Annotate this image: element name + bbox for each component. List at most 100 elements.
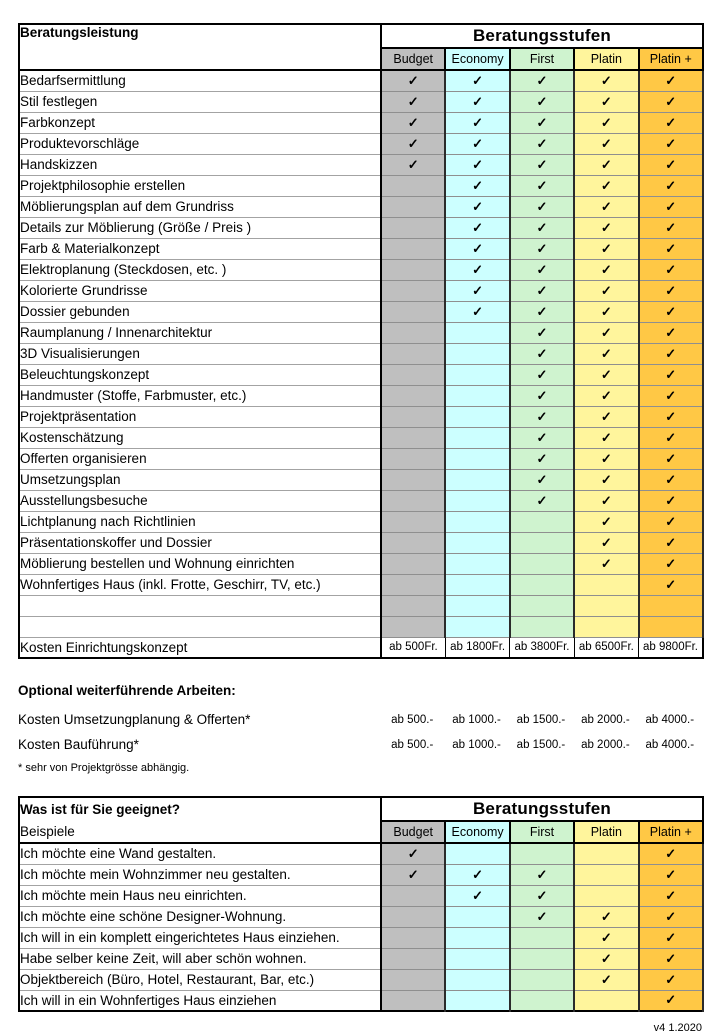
example-row-label: Ich möchte eine schöne Designer-Wohnung. xyxy=(18,905,382,928)
suitability-left-header: Was ist für Sie geeignet? Beispiele xyxy=(18,796,382,844)
example-row: Objektbereich (Büro, Hotel, Restaurant, … xyxy=(18,968,704,991)
example-row: Ich möchte mein Wohnzimmer neu gestalten… xyxy=(18,863,704,886)
check-cell-budget xyxy=(379,195,447,218)
check-cell-budget xyxy=(379,279,447,302)
check-cell-budget xyxy=(379,258,447,281)
check-cell-budget: ✓ xyxy=(379,842,447,865)
check-cell-platin xyxy=(573,989,640,1012)
check-cell-budget xyxy=(379,905,447,928)
check-cell-first: ✓ xyxy=(508,321,576,344)
optional-price-economy: ab 1000.- xyxy=(452,738,501,751)
check-cell-platin-plus: ✓ xyxy=(637,153,704,176)
example-row: Ich möchte eine Wand gestalten. ✓ ✓ xyxy=(18,842,704,865)
check-cell-platin: ✓ xyxy=(573,258,640,281)
service-row-label: Produktevorschläge xyxy=(18,132,382,155)
service-row: Farbkonzept ✓ ✓ ✓ ✓ ✓ xyxy=(18,111,704,134)
check-cell-first xyxy=(508,968,576,991)
check-cell-platin: ✓ xyxy=(573,926,640,949)
service-row-label: Dossier gebunden xyxy=(18,300,382,323)
service-row-label: Wohnfertiges Haus (inkl. Frotte, Geschir… xyxy=(18,573,382,596)
check-cell-platin: ✓ xyxy=(573,405,640,428)
check-cell-economy xyxy=(444,947,511,970)
check-cell-budget xyxy=(379,615,447,638)
check-cell-platin-plus xyxy=(637,594,704,617)
example-row-label: Objektbereich (Büro, Hotel, Restaurant, … xyxy=(18,968,382,991)
check-cell-economy xyxy=(444,989,511,1012)
check-cell-economy: ✓ xyxy=(444,132,511,155)
check-cell-platin-plus: ✓ xyxy=(637,573,704,596)
service-row-label: Elektroplanung (Steckdosen, etc. ) xyxy=(18,258,382,281)
example-row-label: Ich will in ein Wohnfertiges Haus einzie… xyxy=(18,989,382,1012)
check-cell-platin-plus: ✓ xyxy=(637,468,704,491)
check-cell-platin-plus: ✓ xyxy=(637,90,704,113)
check-cell-budget xyxy=(379,384,447,407)
service-row: Möblierung bestellen und Wohnung einrich… xyxy=(18,552,704,575)
check-cell-platin: ✓ xyxy=(573,69,640,92)
example-row-label: Ich will in ein komplett eingerichtetes … xyxy=(18,926,382,949)
check-cell-budget: ✓ xyxy=(379,111,447,134)
services-table: Beratungsleistung Beratungsstufen Budget… xyxy=(18,23,704,659)
check-cell-platin-plus: ✓ xyxy=(637,69,704,92)
service-row: Elektroplanung (Steckdosen, etc. ) ✓ ✓ ✓ ✓ xyxy=(18,258,704,281)
price-row: Kosten Einrichtungskonzept ab 500Fr. ab 18… xyxy=(18,636,704,659)
suitability-table: Was ist für Sie geeignet? Beispiele Bera… xyxy=(18,796,704,1012)
check-cell-first: ✓ xyxy=(508,300,576,323)
service-row: Bedarfsermittlung ✓ ✓ ✓ ✓ ✓ xyxy=(18,69,704,92)
check-cell-first xyxy=(508,842,576,865)
check-cell-budget xyxy=(379,405,447,428)
check-cell-platin: ✓ xyxy=(573,216,640,239)
check-cell-platin: ✓ xyxy=(573,153,640,176)
example-row: Ich will in ein komplett eingerichtetes … xyxy=(18,926,704,949)
check-cell-budget xyxy=(379,573,447,596)
check-cell-economy: ✓ xyxy=(444,174,511,197)
check-cell-economy: ✓ xyxy=(444,300,511,323)
optional-title: Optional weiterführende Arbeiten: xyxy=(18,683,236,698)
check-cell-economy xyxy=(444,384,511,407)
check-cell-platin-plus: ✓ xyxy=(637,258,704,281)
service-row: Raumplanung / Innenarchitektur ✓ ✓ ✓ xyxy=(18,321,704,344)
level-header-first: First xyxy=(508,47,576,71)
check-cell-platin-plus xyxy=(637,615,704,638)
check-cell-economy: ✓ xyxy=(444,216,511,239)
level-header-platin: Platin xyxy=(573,47,640,71)
check-cell-platin-plus: ✓ xyxy=(637,300,704,323)
check-cell-first: ✓ xyxy=(508,426,576,449)
check-cell-first: ✓ xyxy=(508,132,576,155)
optional-price-platin: ab 2000.- xyxy=(581,738,630,751)
check-cell-platin: ✓ xyxy=(573,342,640,365)
service-row: Dossier gebunden ✓ ✓ ✓ ✓ xyxy=(18,300,704,323)
check-cell-economy: ✓ xyxy=(444,69,511,92)
level-header-platin-plus: Platin + xyxy=(637,820,704,844)
level-header-platin: Platin xyxy=(573,820,640,844)
service-row-label: Präsentationskoffer und Dossier xyxy=(18,531,382,554)
service-row: Beleuchtungskonzept ✓ ✓ ✓ xyxy=(18,363,704,386)
check-cell-platin-plus: ✓ xyxy=(637,321,704,344)
example-row-label: Ich möchte eine Wand gestalten. xyxy=(18,842,382,865)
check-cell-platin xyxy=(573,615,640,638)
check-cell-first: ✓ xyxy=(508,90,576,113)
suitability-stufen-header: Beratungsstufen xyxy=(380,796,704,822)
check-cell-first: ✓ xyxy=(508,216,576,239)
check-cell-first xyxy=(508,531,576,554)
check-cell-first xyxy=(508,926,576,949)
service-row-label xyxy=(18,615,382,638)
check-cell-budget: ✓ xyxy=(379,132,447,155)
check-cell-platin-plus: ✓ xyxy=(637,531,704,554)
price-cell-economy: ab 1800Fr. xyxy=(444,636,511,659)
check-cell-budget xyxy=(379,447,447,470)
example-row: Habe selber keine Zeit, will aber schön … xyxy=(18,947,704,970)
check-cell-budget xyxy=(379,989,447,1012)
check-cell-budget xyxy=(379,884,447,907)
service-row: Handmuster (Stoffe, Farbmuster, etc.) ✓ ✓ ✓ xyxy=(18,384,704,407)
check-cell-economy xyxy=(444,321,511,344)
services-left-header: Beratungsleistung xyxy=(18,23,382,71)
check-cell-platin-plus: ✓ xyxy=(637,216,704,239)
check-cell-first: ✓ xyxy=(508,111,576,134)
check-cell-platin: ✓ xyxy=(573,905,640,928)
service-row: Lichtplanung nach Richtlinien ✓ ✓ xyxy=(18,510,704,533)
check-cell-budget xyxy=(379,321,447,344)
check-cell-platin-plus: ✓ xyxy=(637,132,704,155)
check-cell-first: ✓ xyxy=(508,237,576,260)
check-cell-first: ✓ xyxy=(508,258,576,281)
